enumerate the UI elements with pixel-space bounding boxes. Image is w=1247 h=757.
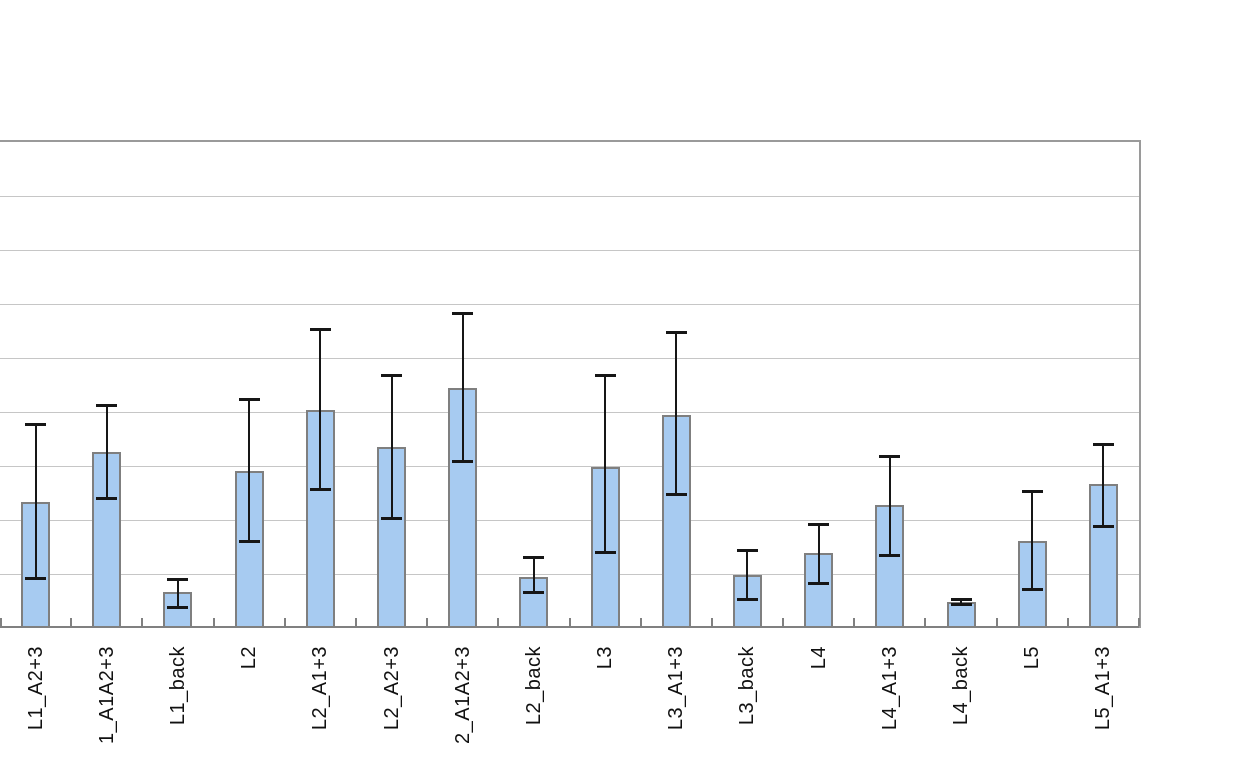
error-bar-cap-bottom [239, 540, 260, 543]
error-bar-cap-bottom [879, 554, 900, 557]
error-bar-line [604, 375, 606, 552]
x-axis-label: L1_A2+3 [25, 646, 47, 731]
error-bar-cap-bottom [310, 488, 331, 491]
error-bar-line [106, 405, 108, 498]
error-bar-cap-bottom [96, 497, 117, 500]
x-axis-label: L3_back [736, 646, 758, 726]
error-bar-cap-top [167, 578, 188, 581]
x-axis-label: 2_A1A2+3 [452, 646, 474, 744]
error-bar-cap-top [239, 398, 260, 401]
error-bar-line [177, 579, 179, 607]
gridline [0, 196, 1139, 197]
error-bar-line [818, 524, 820, 583]
error-bar-cap-bottom [167, 606, 188, 609]
x-axis-line [0, 626, 1139, 628]
error-bar-cap-bottom [25, 577, 46, 580]
bar [377, 447, 406, 628]
axis-tick [996, 618, 998, 626]
x-axis-label: L2 [238, 646, 260, 670]
gridline [0, 358, 1139, 359]
x-axis-label: L1_back [167, 646, 189, 726]
x-axis-label: L4_A1+3 [879, 646, 901, 731]
x-axis-label: 1_A1A2+3 [96, 646, 118, 744]
x-axis-label: L3 [594, 646, 616, 670]
error-bar-line [675, 332, 677, 494]
error-bar-line [391, 375, 393, 518]
axis-tick [141, 618, 143, 626]
axis-tick [1067, 618, 1069, 626]
error-bar-line [462, 313, 464, 462]
gridline [0, 250, 1139, 251]
gridline [0, 520, 1139, 521]
error-bar-cap-top [951, 598, 972, 601]
error-bar-line [248, 399, 250, 541]
error-bar-cap-top [96, 404, 117, 407]
axis-tick [640, 618, 642, 626]
error-bar-cap-bottom [737, 598, 758, 601]
axis-tick [569, 618, 571, 626]
gridline [0, 412, 1139, 413]
error-bar-cap-bottom [595, 551, 616, 554]
x-axis-label: L2_A1+3 [309, 646, 331, 731]
error-bar-cap-bottom [452, 460, 473, 463]
error-bar-cap-top [1093, 443, 1114, 446]
axis-tick [70, 618, 72, 626]
axis-tick [284, 618, 286, 626]
plot-area[interactable] [0, 140, 1141, 628]
bar [448, 388, 477, 628]
axis-tick [1138, 618, 1140, 626]
error-bar-line [533, 557, 535, 592]
error-bar-line [960, 599, 962, 604]
x-axis-label: L3_A1+3 [665, 646, 687, 731]
axis-tick [355, 618, 357, 626]
x-axis-label: L5 [1021, 646, 1043, 670]
bar [519, 577, 548, 628]
x-axis-label: L4 [808, 646, 830, 670]
error-bar-cap-top [25, 423, 46, 426]
error-bar-cap-top [595, 374, 616, 377]
error-bar-cap-top [1022, 490, 1043, 493]
axis-tick [0, 618, 2, 626]
error-bar-line [889, 456, 891, 555]
axis-tick [853, 618, 855, 626]
error-bar-cap-top [310, 328, 331, 331]
axis-tick [782, 618, 784, 626]
error-bar-cap-bottom [951, 603, 972, 606]
axis-tick [426, 618, 428, 626]
axis-tick [711, 618, 713, 626]
error-bar-line [746, 550, 748, 600]
error-bar-line [1031, 491, 1033, 589]
error-bar-cap-top [666, 331, 687, 334]
bar [947, 602, 976, 628]
axis-tick [924, 618, 926, 626]
gridline [0, 466, 1139, 467]
error-bar-line [35, 424, 37, 578]
gridline [0, 304, 1139, 305]
axis-tick [213, 618, 215, 626]
axis-tick [497, 618, 499, 626]
error-bar-line [1102, 444, 1104, 527]
gridline [0, 574, 1139, 575]
x-axis-label: L4_back [950, 646, 972, 726]
x-axis-label: L2_A2+3 [381, 646, 403, 731]
error-bar-line [319, 329, 321, 488]
error-bar-cap-bottom [381, 517, 402, 520]
x-axis-label: L2_back [523, 646, 545, 726]
error-bar-cap-bottom [1022, 588, 1043, 591]
error-bar-cap-bottom [523, 591, 544, 594]
x-axis-label: L5_A1+3 [1092, 646, 1114, 731]
error-bar-cap-top [808, 523, 829, 526]
error-bar-cap-bottom [1093, 525, 1114, 528]
error-bar-cap-top [523, 556, 544, 559]
error-bar-cap-top [737, 549, 758, 552]
error-bar-cap-top [452, 312, 473, 315]
error-bar-cap-top [879, 455, 900, 458]
error-bar-cap-bottom [808, 582, 829, 585]
error-bar-cap-top [381, 374, 402, 377]
error-bar-cap-bottom [666, 493, 687, 496]
